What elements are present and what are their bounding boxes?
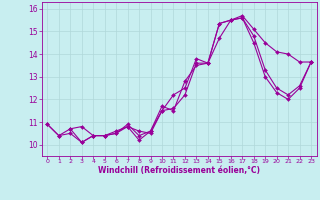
X-axis label: Windchill (Refroidissement éolien,°C): Windchill (Refroidissement éolien,°C) xyxy=(98,166,260,175)
